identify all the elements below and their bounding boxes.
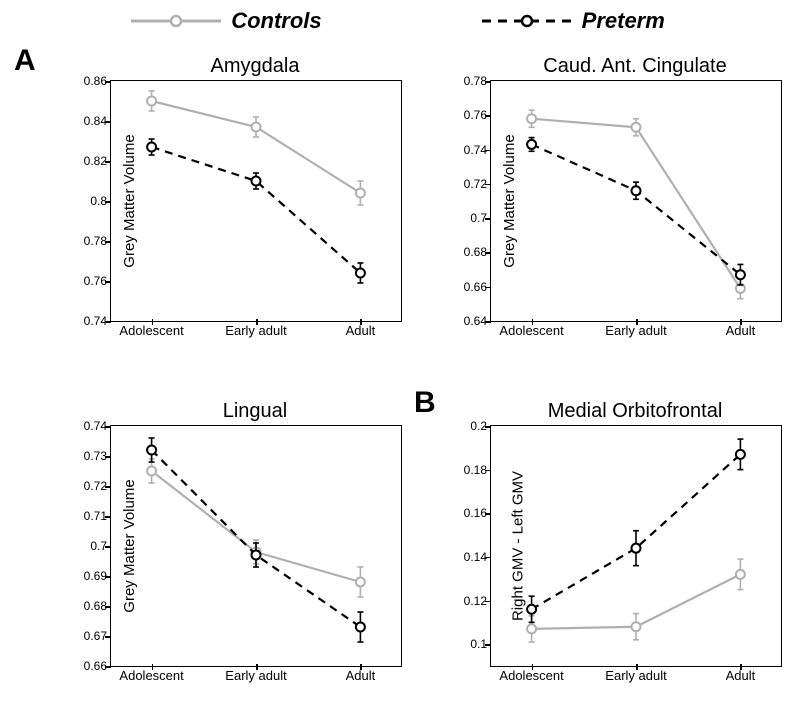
x-tick-label: Early adult bbox=[225, 668, 286, 683]
panel-label-a: A bbox=[14, 44, 36, 78]
plot-area: Grey Matter Volume0.740.760.780.80.820.8… bbox=[110, 80, 402, 322]
y-tick-label: 0.71 bbox=[67, 509, 107, 523]
x-tick-label: Early adult bbox=[225, 323, 286, 338]
x-tick-label: Adult bbox=[346, 668, 376, 683]
plot-area: Right GMV - Left GMV0.10.120.140.160.180… bbox=[490, 425, 782, 667]
y-tick-label: 0.76 bbox=[447, 108, 487, 122]
y-tick-label: 0.18 bbox=[447, 463, 487, 477]
y-tick-label: 0.78 bbox=[67, 234, 107, 248]
y-tick-label: 0.2 bbox=[447, 419, 487, 433]
y-tick-label: 0.68 bbox=[447, 245, 487, 259]
chart-orbitofrontal: Medial OrbitofrontalRight GMV - Left GMV… bbox=[490, 400, 782, 667]
y-tick-label: 0.64 bbox=[447, 314, 487, 328]
y-tick-label: 0.74 bbox=[67, 314, 107, 328]
chart-title: Caud. Ant. Cingulate bbox=[490, 55, 780, 78]
data-point-controls bbox=[736, 559, 745, 590]
series-svg bbox=[111, 81, 401, 321]
x-tick-label: Adult bbox=[726, 668, 756, 683]
x-tick-label: Adolescent bbox=[499, 323, 563, 338]
y-tick-label: 0.86 bbox=[67, 74, 107, 88]
data-point-preterm bbox=[527, 138, 536, 152]
y-ticks: 0.10.120.140.160.180.2 bbox=[447, 426, 487, 666]
plot-area: Grey Matter Volume0.640.660.680.70.720.7… bbox=[490, 80, 782, 322]
y-tick-label: 0.14 bbox=[447, 550, 487, 564]
data-point-preterm bbox=[252, 173, 261, 189]
x-ticks: Adolescent Early adult Adult bbox=[491, 668, 781, 688]
y-tick-label: 0.66 bbox=[447, 280, 487, 294]
legend-preterm: Preterm bbox=[482, 6, 665, 36]
y-tick-label: 0.16 bbox=[447, 506, 487, 520]
panel-label-b: B bbox=[414, 386, 436, 420]
legend-preterm-swatch bbox=[482, 11, 572, 31]
data-point-preterm bbox=[527, 596, 536, 622]
legend-preterm-label: Preterm bbox=[582, 8, 665, 34]
data-point-preterm bbox=[356, 612, 365, 642]
data-point-preterm bbox=[252, 543, 261, 567]
series-svg bbox=[491, 426, 781, 666]
y-tick-label: 0.66 bbox=[67, 659, 107, 673]
y-tick-label: 0.74 bbox=[447, 143, 487, 157]
y-tick-label: 0.72 bbox=[67, 479, 107, 493]
series-line-controls bbox=[532, 119, 741, 289]
x-tick-label: Adolescent bbox=[119, 323, 183, 338]
y-tick-label: 0.84 bbox=[67, 114, 107, 128]
data-point-preterm bbox=[147, 139, 156, 155]
y-tick-label: 0.74 bbox=[67, 419, 107, 433]
x-tick-label: Early adult bbox=[605, 668, 666, 683]
series-line-preterm bbox=[532, 144, 741, 274]
data-point-controls bbox=[356, 181, 365, 205]
x-tick-label: Adult bbox=[726, 323, 756, 338]
x-tick-label: Adolescent bbox=[499, 668, 563, 683]
data-point-controls bbox=[356, 567, 365, 597]
plot-area: Grey Matter Volume0.660.670.680.690.70.7… bbox=[110, 425, 402, 667]
legend: Controls Preterm bbox=[0, 6, 796, 36]
y-tick-label: 0.1 bbox=[447, 637, 487, 651]
y-tick-label: 0.67 bbox=[67, 629, 107, 643]
series-line-preterm bbox=[152, 450, 361, 627]
data-point-preterm bbox=[736, 439, 745, 470]
y-tick-label: 0.82 bbox=[67, 154, 107, 168]
x-tick-label: Adolescent bbox=[119, 668, 183, 683]
legend-controls-label: Controls bbox=[231, 8, 321, 34]
data-point-controls bbox=[147, 91, 156, 111]
y-tick-label: 0.76 bbox=[67, 274, 107, 288]
data-point-controls bbox=[252, 117, 261, 137]
chart-lingual: LingualGrey Matter Volume0.660.670.680.6… bbox=[110, 400, 402, 667]
y-ticks: 0.740.760.780.80.820.840.86 bbox=[67, 81, 107, 321]
data-point-preterm bbox=[632, 182, 641, 199]
x-ticks: Adolescent Early adult Adult bbox=[111, 323, 401, 343]
data-point-controls bbox=[527, 110, 536, 127]
figure: Controls Preterm A B AmygdalaGrey Matter… bbox=[0, 0, 796, 719]
y-tick-label: 0.7 bbox=[67, 539, 107, 553]
y-tick-label: 0.72 bbox=[447, 177, 487, 191]
data-point-controls bbox=[632, 614, 641, 640]
x-ticks: Adolescent Early adult Adult bbox=[491, 323, 781, 343]
chart-cingulate: Caud. Ant. CingulateGrey Matter Volume0.… bbox=[490, 55, 782, 322]
chart-title: Lingual bbox=[110, 400, 400, 423]
legend-controls: Controls bbox=[131, 6, 321, 36]
y-ticks: 0.640.660.680.70.720.740.760.78 bbox=[447, 81, 487, 321]
chart-title: Amygdala bbox=[110, 55, 400, 78]
y-tick-label: 0.73 bbox=[67, 449, 107, 463]
y-tick-label: 0.68 bbox=[67, 599, 107, 613]
x-tick-label: Early adult bbox=[605, 323, 666, 338]
legend-controls-swatch bbox=[131, 11, 221, 31]
y-tick-label: 0.12 bbox=[447, 594, 487, 608]
chart-title: Medial Orbitofrontal bbox=[490, 400, 780, 423]
y-tick-label: 0.78 bbox=[447, 74, 487, 88]
series-svg bbox=[491, 81, 781, 321]
series-svg bbox=[111, 426, 401, 666]
x-ticks: Adolescent Early adult Adult bbox=[111, 668, 401, 688]
series-line-preterm bbox=[152, 147, 361, 273]
y-tick-label: 0.69 bbox=[67, 569, 107, 583]
data-point-preterm bbox=[356, 263, 365, 283]
chart-amygdala: AmygdalaGrey Matter Volume0.740.760.780.… bbox=[110, 55, 402, 322]
y-tick-label: 0.7 bbox=[447, 211, 487, 225]
y-tick-label: 0.8 bbox=[67, 194, 107, 208]
x-tick-label: Adult bbox=[346, 323, 376, 338]
y-ticks: 0.660.670.680.690.70.710.720.730.74 bbox=[67, 426, 107, 666]
data-point-preterm bbox=[632, 531, 641, 566]
data-point-preterm bbox=[147, 438, 156, 462]
